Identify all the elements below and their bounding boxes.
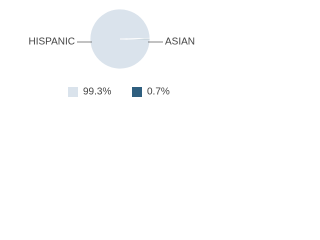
pie-slice xyxy=(119,37,151,41)
category-label: HISPANIC xyxy=(29,37,76,48)
legend-swatch xyxy=(132,87,142,97)
chart: HISPANIC ASIAN 99.3% 0.7% xyxy=(29,8,195,98)
legend-label: 99.3% xyxy=(83,87,111,98)
legend-swatch xyxy=(68,87,78,97)
legend-label: 0.7% xyxy=(147,87,170,98)
category-label: ASIAN xyxy=(165,37,195,48)
